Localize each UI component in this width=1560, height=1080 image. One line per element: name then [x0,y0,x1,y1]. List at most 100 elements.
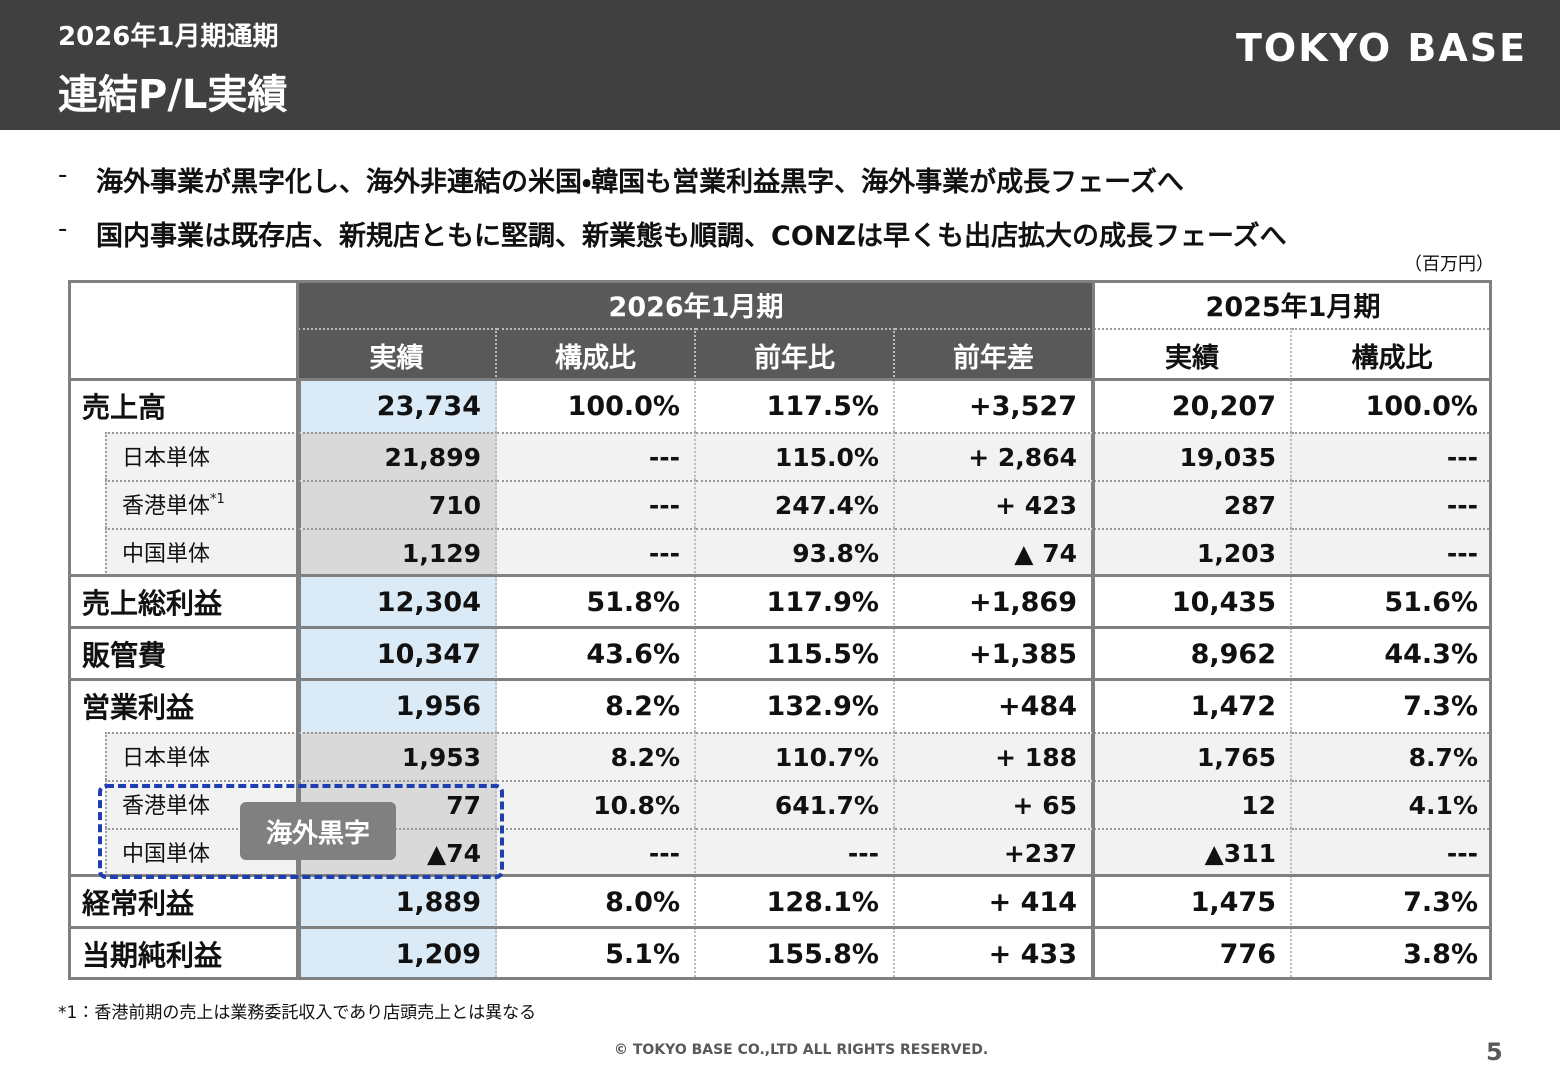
column-header: 構成比 [497,328,696,380]
row-label: 売上総利益 [82,587,223,620]
unit: （百万円） [1404,254,1494,275]
table-cell: --- [1292,480,1492,528]
table-cell: --- [497,828,696,876]
table-cell: + 433 [895,928,1094,980]
table-cell: +484 [895,680,1094,732]
sub-row-bg [105,480,298,528]
table-cell: 8.2% [497,680,696,732]
table-cell: 1,889 [298,876,497,928]
table-cell: 51.8% [497,576,696,628]
column-header: 前年差 [895,328,1094,380]
table-cell: + 2,864 [895,432,1094,480]
row-label: 販管費 [82,639,167,672]
table-cell: 8.2% [497,732,696,780]
row-separator [68,874,1492,877]
table-cell: 20,207 [1094,380,1292,432]
copyright: © TOKYO BASE CO.,LTD ALL RIGHTS RESERVED… [614,1042,989,1058]
table-cell: 287 [1094,480,1292,528]
table-cell: 12 [1094,780,1292,828]
column-header: 構成比 [1292,328,1492,380]
table-cell: 51.6% [1292,576,1492,628]
column-header: 実績 [298,328,497,380]
table-cell: 8.7% [1292,732,1492,780]
table-cell: --- [497,528,696,576]
bullet: 海外事業が黒字化し、海外非連結の米国・韓国も営業利益黒字、海外事業が成長フェーズ… [96,167,1184,198]
row-separator [68,926,1492,929]
table-cell: 7.3% [1292,680,1492,732]
row-label: 当期純利益 [82,939,223,972]
table-cell: 155.8% [696,928,895,980]
table-cell: 100.0% [1292,380,1492,432]
row-separator [68,626,1492,629]
row-label: 経常利益 [82,887,195,920]
sub-row-bg [105,732,298,780]
group-header: 2026年1月期 [298,280,1094,328]
table-cell: 776 [1094,928,1292,980]
table-cell: 710 [298,480,497,528]
table-cell: 1,129 [298,528,497,576]
page-number: 5 [1486,1038,1503,1066]
table-cell: --- [1292,528,1492,576]
sub-row-bg [105,432,298,480]
footnote: *1：香港前期の売上は業務委託収入であり店頭売上とは異なる [58,1003,537,1023]
bullet-marker: - [58,160,68,190]
bullet: 国内事業は既存店、新規店ともに堅調、新業態も順調、CONZは早くも出店拡大の成長… [96,221,1287,252]
table-cell: 641.7% [696,780,895,828]
table-cell: 93.8% [696,528,895,576]
sub-row-label: 中国単体 [122,842,211,867]
table-cell: 44.3% [1292,628,1492,680]
table-cell: --- [1292,432,1492,480]
table-cell: --- [696,828,895,876]
table-cell: 1,203 [1094,528,1292,576]
table-cell: 128.1% [696,876,895,928]
sub-row-label: 香港単体 *1 [122,492,225,519]
table-cell: 117.5% [696,380,895,432]
column-header: 実績 [1094,328,1292,380]
table-cell: 3.8% [1292,928,1492,980]
annotation: 海外黒字 [240,802,396,860]
table-cell: +3,527 [895,380,1094,432]
table-cell: 1,765 [1094,732,1292,780]
table-cell: +1,869 [895,576,1094,628]
table-cell: 21,899 [298,432,497,480]
sub-row-label: 香港単体 [122,794,211,819]
table-cell: ▲311 [1094,828,1292,876]
table-cell: 110.7% [696,732,895,780]
table-cell: + 414 [895,876,1094,928]
table-cell: 43.6% [497,628,696,680]
table-cell: 1,475 [1094,876,1292,928]
row-separator [68,678,1492,681]
table-cell: 7.3% [1292,876,1492,928]
table-cell: 10.8% [497,780,696,828]
table-cell: 132.9% [696,680,895,732]
sub-row-label: 日本単体 [122,746,211,771]
row-label: 営業利益 [82,691,195,724]
row-separator [68,574,1492,577]
table-cell: 1,953 [298,732,497,780]
note-mark: *1 [210,492,225,507]
table-cell: 115.5% [696,628,895,680]
table-cell: 4.1% [1292,780,1492,828]
table-cell: 247.4% [696,480,895,528]
title: 連結P/L実績 [58,72,288,118]
column-header: 前年比 [696,328,895,380]
table-cell: 115.0% [696,432,895,480]
table-cell: 1,472 [1094,680,1292,732]
table-cell: 23,734 [298,380,497,432]
table-cell: 117.9% [696,576,895,628]
table-cell: --- [497,432,696,480]
table-cell: +1,385 [895,628,1094,680]
table-cell: 1,956 [298,680,497,732]
row-separator [68,378,1492,381]
sub-row-bg [105,528,298,576]
column-divider [1092,280,1095,980]
table-cell: 100.0% [497,380,696,432]
row-label: 売上高 [82,391,167,424]
period: 2026年1月期通期 [58,22,279,52]
table-cell: 8,962 [1094,628,1292,680]
table-cell: + 65 [895,780,1094,828]
header-bar: 2026年1月期通期 連結P/L実績 TOKYO BASE [0,0,1560,130]
